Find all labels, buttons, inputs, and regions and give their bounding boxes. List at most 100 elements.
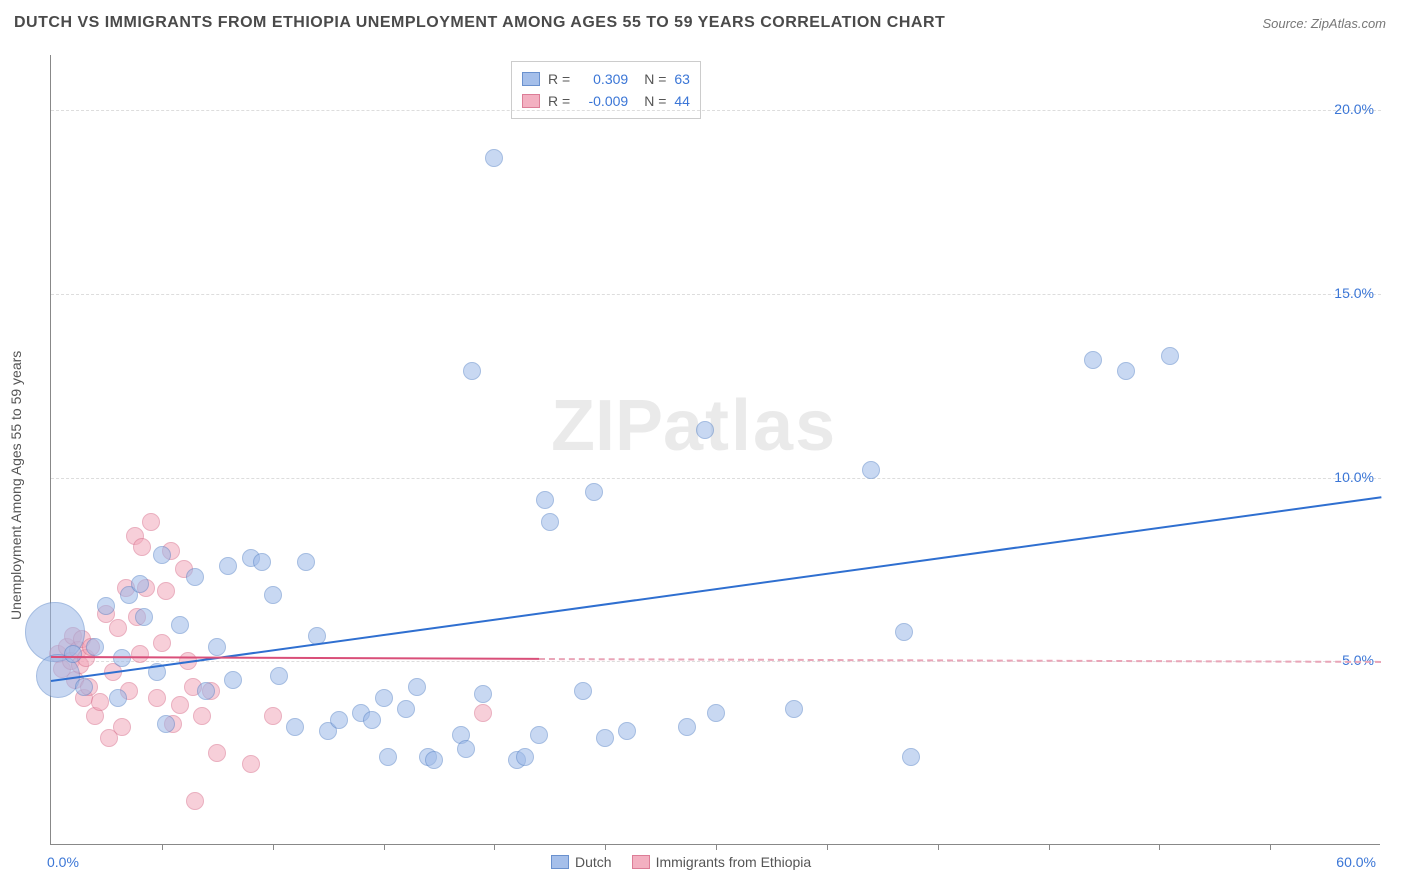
data-point-dutch [1117,362,1135,380]
data-point-ethiopia [193,707,211,725]
x-tick [1159,844,1160,850]
data-point-dutch [375,689,393,707]
data-point-dutch [1161,347,1179,365]
data-point-ethiopia [91,693,109,711]
chart-title: DUTCH VS IMMIGRANTS FROM ETHIOPIA UNEMPL… [14,14,945,32]
data-point-ethiopia [242,755,260,773]
data-point-ethiopia [109,619,127,637]
y-tick-label: 20.0% [1334,101,1374,117]
data-point-ethiopia [131,645,149,663]
data-point-dutch [297,553,315,571]
data-point-dutch [197,682,215,700]
scatter-plot-area: ZIPatlas R = 0.309 N = 63 R = -0.009 N =… [50,55,1380,845]
data-point-ethiopia [208,744,226,762]
data-point-ethiopia [153,634,171,652]
data-point-dutch [425,751,443,769]
n-value-ethiopia: 44 [674,90,690,112]
x-tick [1270,844,1271,850]
data-point-dutch [895,623,913,641]
x-tick [605,844,606,850]
x-tick [938,844,939,850]
gridline [51,294,1381,295]
swatch-ethiopia [632,855,650,869]
data-point-dutch [131,575,149,593]
data-point-dutch [541,513,559,531]
data-point-dutch [596,729,614,747]
data-point-dutch [64,645,82,663]
x-tick [162,844,163,850]
data-point-dutch [408,678,426,696]
x-tick [827,844,828,850]
legend-item-dutch: Dutch [551,854,612,870]
data-point-dutch [264,586,282,604]
r-value-ethiopia: -0.009 [578,90,628,112]
data-point-dutch [186,568,204,586]
data-point-dutch [516,748,534,766]
data-point-ethiopia [264,707,282,725]
data-point-dutch [463,362,481,380]
data-point-dutch [157,715,175,733]
x-tick [384,844,385,850]
data-point-dutch [97,597,115,615]
swatch-dutch [551,855,569,869]
watermark-text: ZIPatlas [551,385,837,467]
data-point-dutch [536,491,554,509]
y-axis-label: Unemployment Among Ages 55 to 59 years [8,351,24,620]
data-point-ethiopia [142,513,160,531]
y-tick-label: 10.0% [1334,469,1374,485]
data-point-dutch [171,616,189,634]
x-tick [494,844,495,850]
n-value-dutch: 63 [674,68,690,90]
data-point-ethiopia [474,704,492,722]
data-point-dutch [585,483,603,501]
data-point-dutch [530,726,548,744]
x-tick [1049,844,1050,850]
data-point-dutch [485,149,503,167]
data-point-dutch [678,718,696,736]
data-point-dutch [75,678,93,696]
data-point-dutch [902,748,920,766]
data-point-ethiopia [186,792,204,810]
legend-item-ethiopia: Immigrants from Ethiopia [632,854,812,870]
data-point-ethiopia [133,538,151,556]
x-tick-label: 0.0% [47,854,79,870]
data-point-dutch [397,700,415,718]
data-point-dutch [86,638,104,656]
data-point-dutch [862,461,880,479]
stats-row-ethiopia: R = -0.009 N = 44 [522,90,690,112]
data-point-dutch [696,421,714,439]
stats-row-dutch: R = 0.309 N = 63 [522,68,690,90]
data-point-ethiopia [113,718,131,736]
data-point-dutch [330,711,348,729]
data-point-ethiopia [171,696,189,714]
swatch-ethiopia [522,94,540,108]
data-point-dutch [224,671,242,689]
data-point-dutch [707,704,725,722]
data-point-dutch [379,748,397,766]
data-point-dutch [1084,351,1102,369]
data-point-dutch [153,546,171,564]
r-value-dutch: 0.309 [578,68,628,90]
data-point-dutch [270,667,288,685]
x-tick [273,844,274,850]
n-label: N = [644,68,666,90]
legend-label-dutch: Dutch [575,854,612,870]
data-point-dutch [363,711,381,729]
data-point-dutch [286,718,304,736]
source-attribution: Source: ZipAtlas.com [1262,16,1386,31]
gridline [51,110,1381,111]
data-point-dutch [785,700,803,718]
data-point-dutch [109,689,127,707]
legend-label-ethiopia: Immigrants from Ethiopia [656,854,812,870]
data-point-dutch [457,740,475,758]
y-tick-label: 15.0% [1334,285,1374,301]
trend-line-dutch [51,496,1381,682]
data-point-dutch [253,553,271,571]
r-label: R = [548,90,570,112]
series-legend: Dutch Immigrants from Ethiopia [551,854,811,870]
swatch-dutch [522,72,540,86]
gridline [51,478,1381,479]
data-point-dutch [135,608,153,626]
x-tick-label: 60.0% [1336,854,1376,870]
data-point-ethiopia [148,689,166,707]
